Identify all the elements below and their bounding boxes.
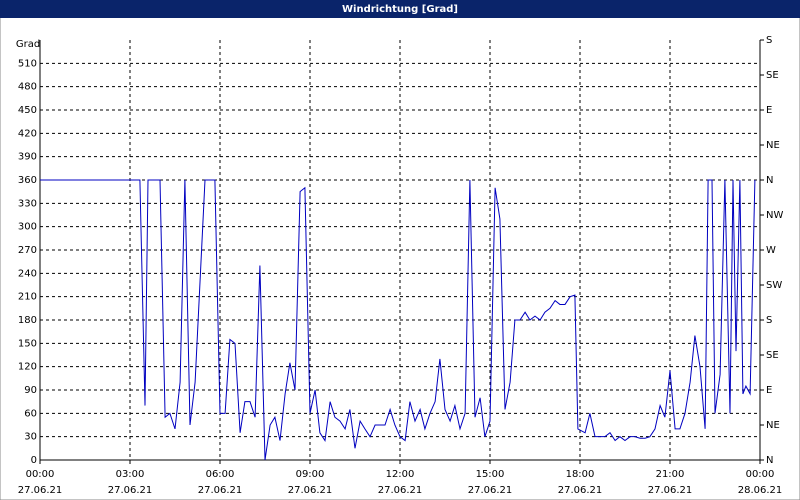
x-tick-label: 00:00 [746, 469, 775, 480]
y-tick-label: 420 [18, 128, 37, 139]
y2-tick-label: NE [766, 420, 780, 431]
y-tick-label: 30 [24, 432, 37, 443]
x-tick-label: 03:00 [116, 469, 145, 480]
y2-tick-label: S [766, 315, 772, 326]
x-tick-label: 15:00 [476, 469, 505, 480]
y-axis-label: Grad [16, 39, 40, 50]
y2-tick-label: W [766, 245, 776, 256]
x-tick-date: 27.06.21 [648, 485, 693, 496]
y-tick-label: 360 [18, 175, 37, 186]
x-tick-date: 27.06.21 [18, 485, 63, 496]
x-tick-label: 21:00 [656, 469, 685, 480]
y2-tick-label: N [766, 455, 773, 466]
y-tick-label: 180 [18, 315, 37, 326]
y-tick-label: 450 [18, 105, 37, 116]
x-tick-date: 27.06.21 [198, 485, 243, 496]
y-tick-label: 270 [18, 245, 37, 256]
y-tick-label: 90 [24, 385, 37, 396]
y-tick-label: 60 [24, 408, 37, 419]
x-tick-date: 27.06.21 [288, 485, 333, 496]
y-tick-label: 390 [18, 152, 37, 163]
x-tick-label: 00:00 [26, 469, 55, 480]
y-tick-label: 120 [18, 362, 37, 373]
title-bar [0, 0, 800, 18]
y-tick-label: 330 [18, 198, 37, 209]
y2-tick-label: S [766, 35, 772, 46]
y2-tick-label: NE [766, 140, 780, 151]
x-tick-label: 12:00 [386, 469, 415, 480]
y-tick-label: 240 [18, 268, 37, 279]
x-tick-date: 27.06.21 [108, 485, 153, 496]
x-tick-date: 28.06.21 [738, 485, 783, 496]
y2-tick-label: SE [766, 350, 779, 361]
y-tick-label: 0 [31, 455, 37, 466]
y2-tick-label: SW [766, 280, 782, 291]
y2-tick-label: E [766, 385, 772, 396]
y2-tick-label: N [766, 175, 773, 186]
x-tick-label: 09:00 [296, 469, 325, 480]
data-line [40, 179, 756, 461]
x-tick-date: 27.06.21 [468, 485, 513, 496]
y-tick-label: 210 [18, 292, 37, 303]
y-tick-label: 510 [18, 58, 37, 69]
y-tick-label: 480 [18, 82, 37, 93]
x-tick-date: 27.06.21 [558, 485, 603, 496]
chart-title: Windrichtung [Grad] [342, 4, 458, 15]
y2-tick-label: NW [766, 210, 783, 221]
y2-tick-label: SE [766, 70, 779, 81]
x-tick-date: 27.06.21 [378, 485, 423, 496]
x-tick-label: 18:00 [566, 469, 595, 480]
y2-tick-label: E [766, 105, 772, 116]
x-tick-label: 06:00 [206, 469, 235, 480]
y-tick-label: 300 [18, 222, 37, 233]
y-tick-label: 150 [18, 338, 37, 349]
